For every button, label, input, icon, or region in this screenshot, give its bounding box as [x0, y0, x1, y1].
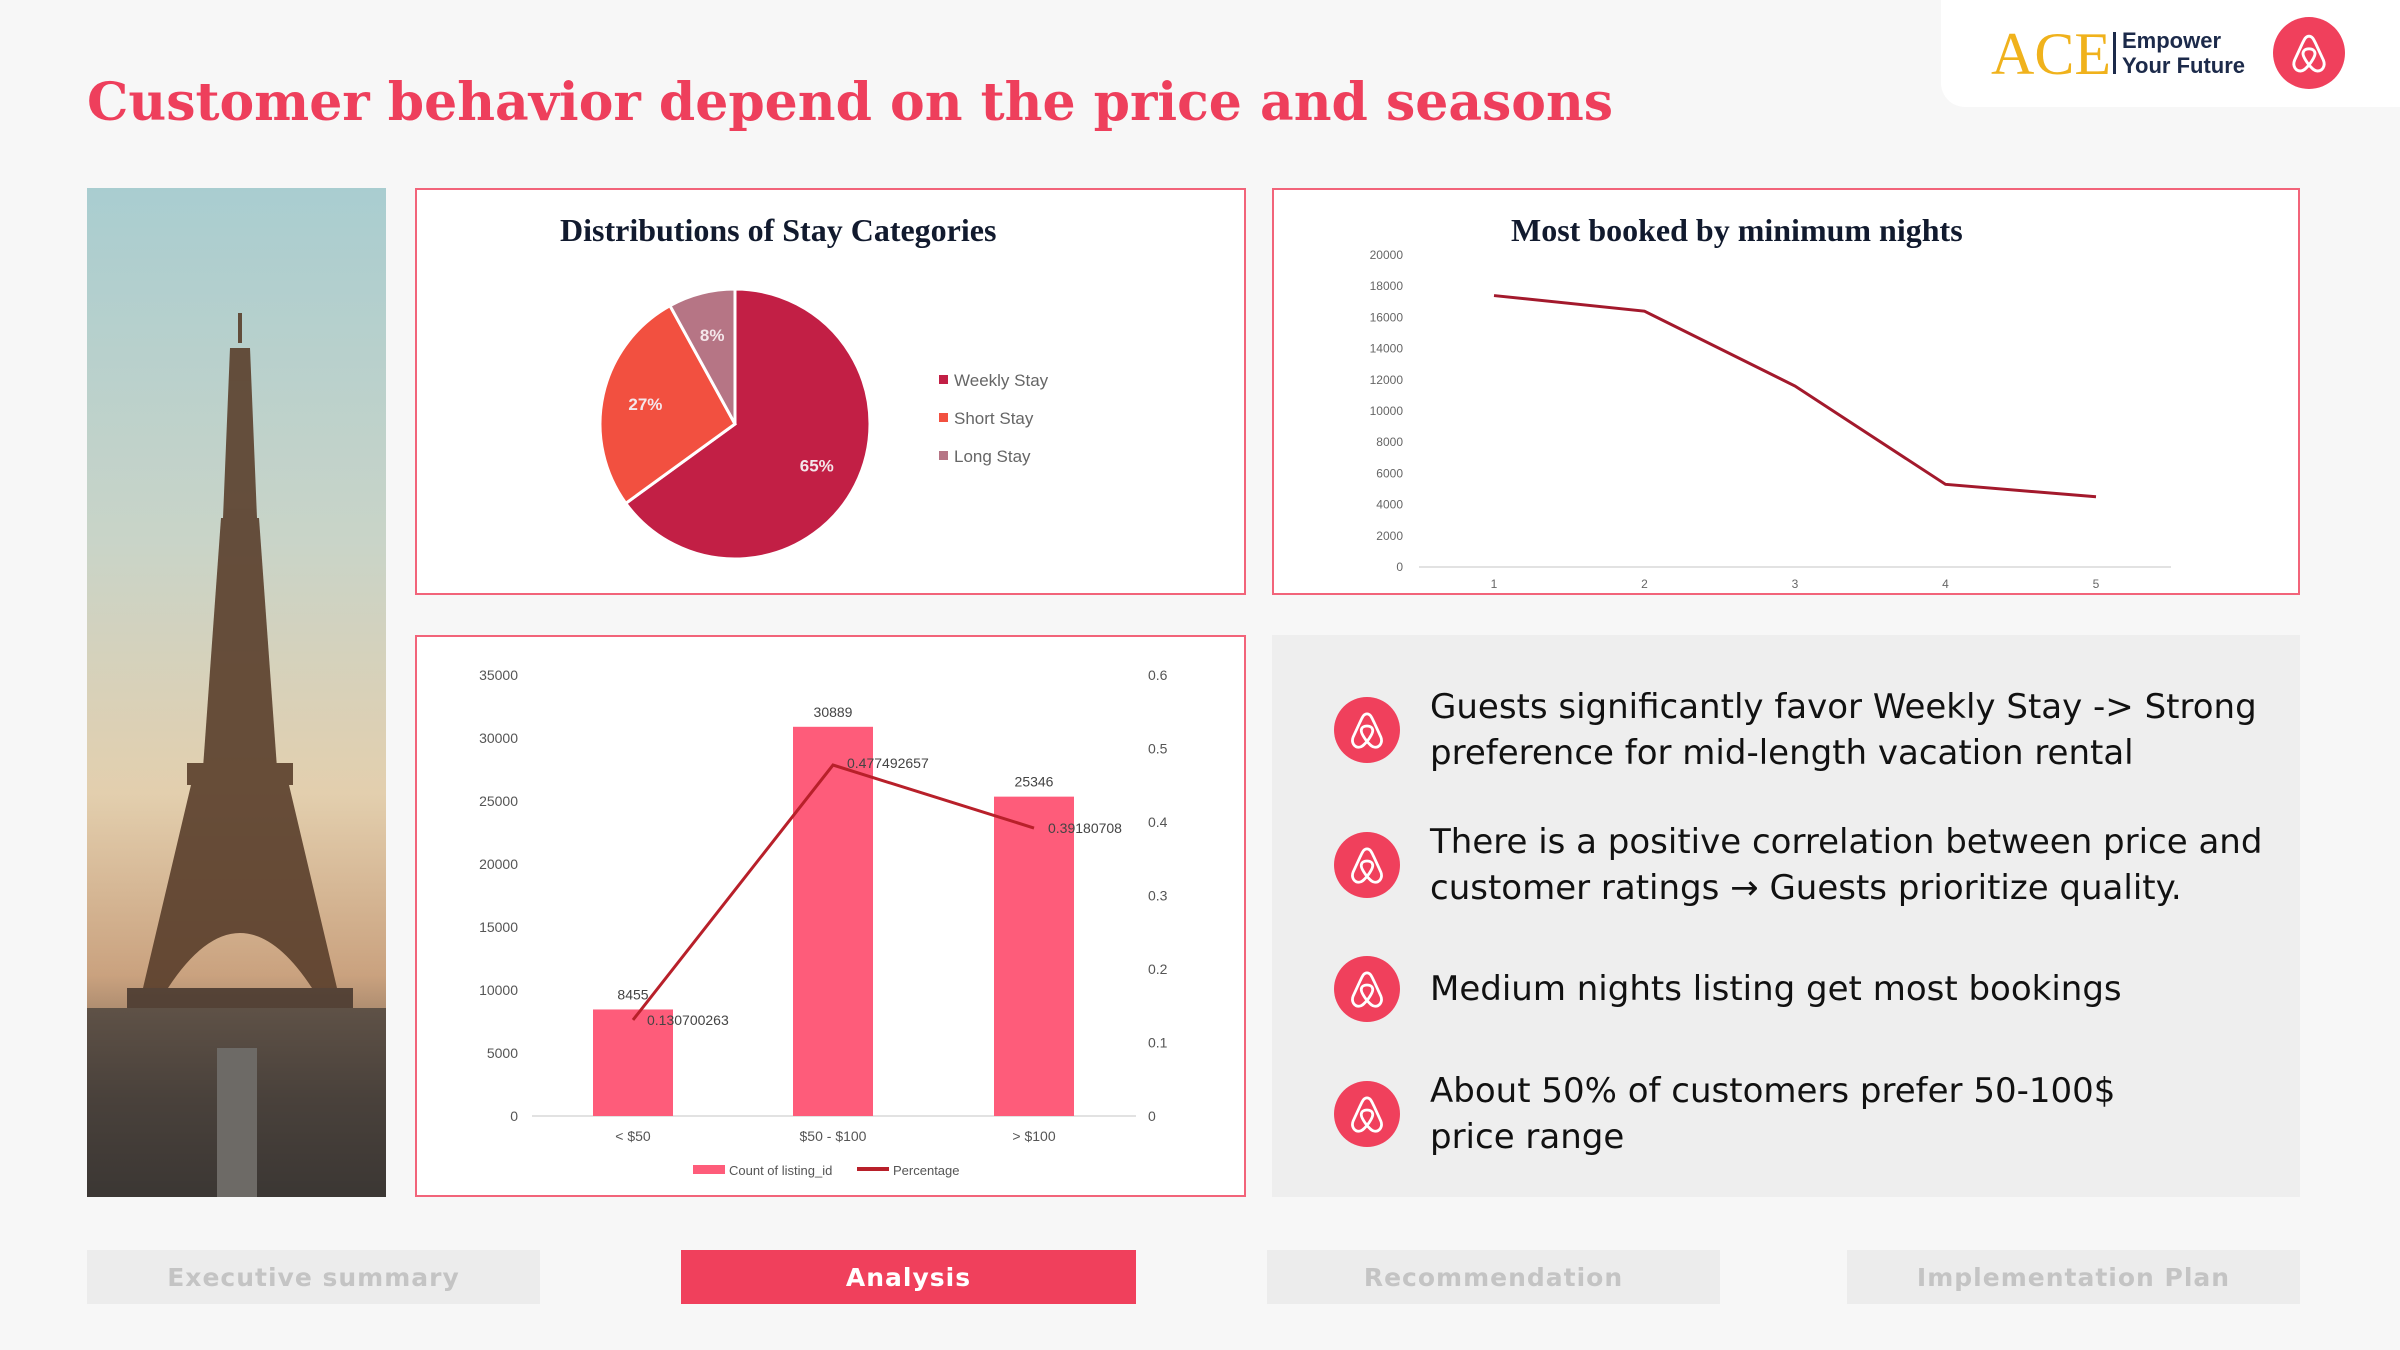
line-data-label: 0.477492657: [847, 755, 929, 771]
y-tick-label: 18000: [1370, 279, 1404, 293]
y-tick-label: 0: [1396, 560, 1403, 574]
pie-slice: [598, 303, 737, 506]
left-y-tick-label: 15000: [479, 919, 518, 935]
y-tick-label: 6000: [1376, 466, 1403, 480]
y-tick-label: 4000: [1376, 498, 1403, 512]
y-tick-label: 10000: [1370, 404, 1404, 418]
tab-analysis[interactable]: Analysis: [681, 1250, 1136, 1304]
combo-chart: 0 5000 10000 15000 20000 25000 30000 35000 0 0.1 0…: [479, 667, 1168, 1178]
eiffel-tower-photo: [87, 188, 386, 1197]
stay-categories-card: Distributions of Stay Categories 65% Week…: [415, 188, 1246, 595]
left-y-tick-label: 30000: [479, 730, 518, 746]
insight-text: About 50% of customers prefer 50-100$ pr…: [1430, 1071, 2116, 1157]
right-y-tick-label: 0.6: [1148, 667, 1168, 683]
x-tick-label: 5: [2093, 577, 2100, 591]
min-nights-card: Most booked by minimum nights 0 2000 4000 6…: [1272, 188, 2300, 595]
line-chart: 0 2000 4000 6000 8000 10000 12000 14000 16000 180…: [1370, 248, 2171, 591]
bar: [793, 726, 873, 1116]
bar-data-label: 30889: [814, 704, 853, 720]
right-y-tick-label: 0.1: [1148, 1035, 1168, 1051]
insight-text: Guests significantly favor Weekly Stay -…: [1430, 687, 2257, 773]
x-tick-label: 2: [1641, 577, 1648, 591]
airbnb-logo-icon: [1334, 1081, 1400, 1147]
left-y-tick-label: 5000: [487, 1045, 518, 1061]
legend-label: Count of listing_id: [729, 1163, 832, 1178]
logo-tagline: Empower Your Future: [2122, 28, 2245, 78]
tab-executive-summary[interactable]: Executive summary: [87, 1250, 540, 1304]
left-y-tick-label: 10000: [479, 982, 518, 998]
pie-data-label: 27%: [628, 395, 662, 414]
tab-implementation-plan[interactable]: Implementation Plan: [1847, 1250, 2300, 1304]
x-tick-label: 4: [1942, 577, 1949, 591]
y-tick-label: 20000: [1370, 248, 1404, 262]
legend-swatch: [939, 451, 948, 460]
pie-slice: [667, 287, 737, 425]
x-tick-label: $50 - $100: [800, 1128, 867, 1144]
left-y-tick-label: 0: [510, 1108, 518, 1124]
ace-logo-text: ACE: [1991, 21, 2111, 87]
bar: [994, 796, 1074, 1116]
tab-recommendation[interactable]: Recommendation: [1267, 1250, 1720, 1304]
x-tick-label: < $50: [615, 1128, 651, 1144]
x-tick-label: 1: [1491, 577, 1498, 591]
percentage-line: [631, 763, 1035, 1021]
left-y-tick-label: 25000: [479, 793, 518, 809]
y-tick-label: 16000: [1370, 310, 1404, 324]
logo-card: ACE Empower Your Future: [1941, 0, 2400, 107]
line-chart-title: Most booked by minimum nights: [1511, 212, 1963, 248]
airbnb-logo-icon: [1334, 956, 1400, 1022]
legend-label: Long Stay: [954, 447, 1031, 466]
line-data-label: 0.130700263: [647, 1012, 729, 1028]
y-tick-label: 8000: [1376, 435, 1403, 449]
left-y-tick-label: 35000: [479, 667, 518, 683]
right-y-tick-label: 0: [1148, 1108, 1156, 1124]
page-title: Customer behavior depend on the price an…: [87, 72, 1614, 133]
bar-data-label: 25346: [1015, 774, 1054, 790]
right-y-tick-label: 0.3: [1148, 888, 1168, 904]
x-tick-label: > $100: [1012, 1128, 1055, 1144]
left-y-tick-label: 20000: [479, 856, 518, 872]
insights-panel: Guests significantly favor Weekly Stay -…: [1272, 635, 2300, 1197]
legend-label: Short Stay: [954, 409, 1034, 428]
insight-text: Medium nights listing get most bookings: [1430, 969, 2122, 1009]
legend-swatch: [939, 375, 948, 384]
legend-swatch: [693, 1165, 725, 1174]
airbnb-logo-icon: [1334, 697, 1400, 763]
right-y-tick-label: 0.2: [1148, 961, 1168, 977]
line-data-label: 0.39180708: [1048, 820, 1122, 836]
y-tick-label: 2000: [1376, 529, 1403, 543]
price-range-card: 0 5000 10000 15000 20000 25000 30000 35000 0 0.1 0…: [415, 635, 1246, 1197]
pie-data-label: 8%: [700, 326, 725, 345]
pie-chart: 65% Weekly Stay 27% Short Stay 8% Long Stay: [598, 287, 1049, 561]
bar-data-label: 8455: [617, 986, 648, 1002]
legend-label: Weekly Stay: [954, 371, 1049, 390]
airbnb-logo-icon: [2273, 17, 2345, 89]
y-tick-label: 14000: [1370, 342, 1404, 356]
line-series: [1493, 294, 2097, 499]
y-tick-label: 12000: [1370, 373, 1404, 387]
right-y-tick-label: 0.5: [1148, 741, 1168, 757]
logo-divider: [2113, 32, 2116, 74]
pie-slice: [623, 287, 872, 561]
legend-swatch: [939, 413, 948, 422]
pie-data-label: 65%: [800, 457, 834, 476]
pie-chart-title: Distributions of Stay Categories: [560, 212, 997, 248]
tagline-line-2: Your Future: [2122, 53, 2246, 78]
insight-text: There is a positive correlation between …: [1430, 822, 2263, 908]
tagline-line-1: Empower: [2122, 28, 2222, 53]
airbnb-logo-icon: [1334, 832, 1400, 898]
right-y-tick-label: 0.4: [1148, 814, 1168, 830]
x-tick-label: 3: [1792, 577, 1799, 591]
legend-label: Percentage: [893, 1163, 960, 1178]
bar: [593, 1009, 673, 1116]
